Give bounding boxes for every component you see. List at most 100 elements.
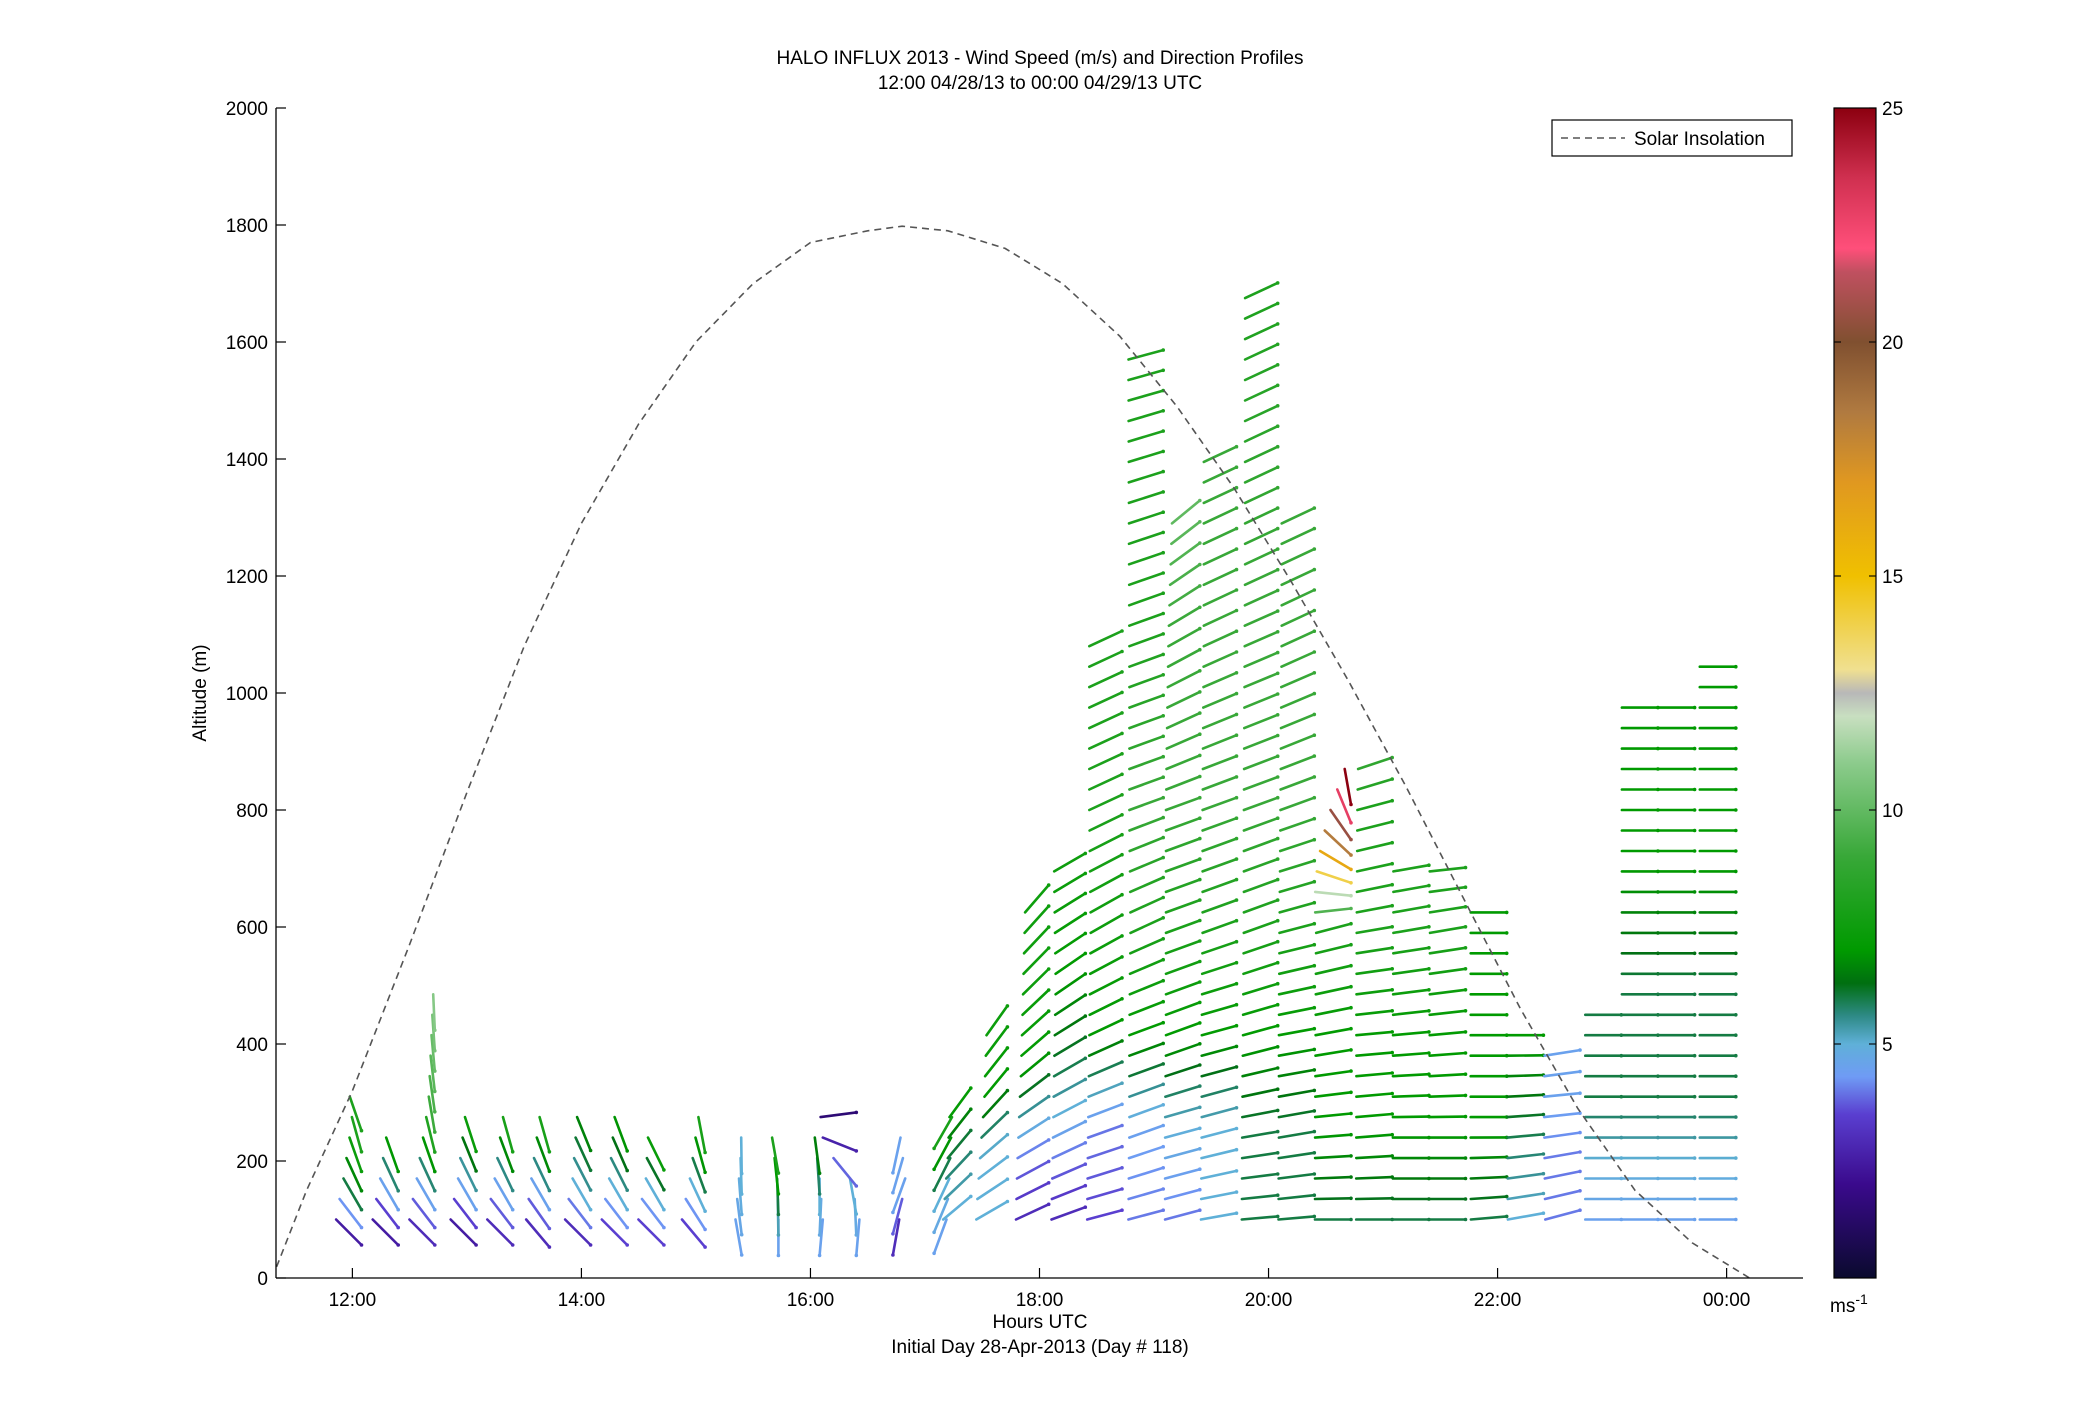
- wind-arrow-head: [1161, 835, 1165, 840]
- wind-arrow: [381, 1156, 400, 1193]
- wind-arrow-head: [1349, 821, 1353, 825]
- wind-arrow: [348, 1095, 363, 1132]
- wind-arrow: [1242, 857, 1279, 873]
- wind-arrow-head: [1312, 733, 1317, 737]
- wind-arrow: [574, 1136, 592, 1172]
- wind-arrow: [1128, 958, 1165, 976]
- wind-arrow-head: [1427, 967, 1431, 971]
- wind-arrow-head: [1541, 1112, 1546, 1117]
- wind-arrow: [1242, 919, 1279, 935]
- wind-arrow: [941, 1195, 973, 1221]
- wind-arrow-head: [1692, 992, 1697, 997]
- wind-arrow-head: [1161, 978, 1165, 983]
- wind-arrow-head: [1161, 714, 1165, 718]
- wind-arrow: [1163, 1188, 1202, 1201]
- wind-arrow-head: [1161, 1020, 1165, 1025]
- wind-arrow-head: [1198, 732, 1202, 736]
- wind-arrow-head: [1234, 1190, 1239, 1194]
- wind-arrow: [1280, 568, 1316, 587]
- wind-arrow: [498, 1136, 515, 1173]
- wind-arrow: [1164, 816, 1202, 832]
- wind-arrow-layer: [334, 281, 1738, 1258]
- wind-arrow: [1088, 711, 1124, 730]
- wind-arrow: [1543, 1170, 1582, 1180]
- wind-arrow-head: [1120, 1102, 1124, 1107]
- wind-arrow: [818, 1197, 823, 1237]
- wind-arrow: [645, 1156, 666, 1192]
- wind-arrow: [848, 1177, 858, 1216]
- wind-arrow: [609, 1156, 629, 1192]
- wind-arrow-head: [1349, 1026, 1353, 1031]
- wind-arrow: [735, 1197, 744, 1236]
- wind-arrow: [1127, 1187, 1165, 1201]
- wind-arrow-head: [1734, 1094, 1738, 1099]
- wind-arrow: [684, 1197, 707, 1231]
- wind-arrow: [1354, 1197, 1394, 1201]
- wind-arrow-head: [474, 1225, 478, 1230]
- wind-arrow-head: [1312, 984, 1317, 989]
- wind-arrow-head: [1312, 879, 1317, 884]
- wind-arrow: [1314, 1027, 1353, 1037]
- wind-arrow-head: [1312, 1068, 1317, 1072]
- wind-arrow-head: [1234, 485, 1239, 490]
- wind-arrow: [1128, 816, 1165, 832]
- wind-arrow-head: [1692, 746, 1697, 751]
- wind-arrow: [1199, 1211, 1238, 1221]
- wind-arrow: [1021, 967, 1050, 996]
- wind-arrow-head: [1312, 1214, 1317, 1219]
- wind-arrow-head: [625, 1243, 629, 1247]
- wind-arrow-head: [1349, 1090, 1353, 1095]
- wind-arrow: [1163, 1127, 1202, 1139]
- wind-arrow: [1088, 955, 1124, 976]
- wind-arrow: [1127, 591, 1165, 607]
- wind-arrow-head: [1275, 918, 1280, 923]
- wind-arrow-head: [1120, 752, 1124, 756]
- wind-arrow: [1127, 409, 1165, 423]
- wind-arrow-head: [1046, 1181, 1051, 1185]
- wind-arrow: [640, 1197, 666, 1229]
- wind-arrow-head: [1234, 1065, 1239, 1069]
- wind-arrow-head: [1463, 1176, 1468, 1181]
- wind-arrow: [1201, 857, 1238, 873]
- wind-arrow: [1243, 302, 1279, 320]
- wind-arrow: [418, 1156, 437, 1193]
- wind-arrow: [1428, 925, 1467, 935]
- wind-arrow: [489, 1197, 515, 1229]
- wind-arrow-head: [510, 1243, 515, 1247]
- wind-arrow: [1355, 1009, 1394, 1017]
- wind-arrow: [524, 1218, 551, 1249]
- wind-arrow-head: [1692, 849, 1697, 853]
- wind-arrow-head: [1120, 690, 1124, 695]
- wind-arrow-head: [1692, 1013, 1697, 1017]
- wind-arrow: [1280, 527, 1316, 546]
- wind-arrow-head: [1120, 711, 1124, 715]
- wind-arrow: [1164, 1084, 1202, 1098]
- wind-arrow-head: [1161, 652, 1165, 657]
- wind-arrow: [1165, 711, 1202, 730]
- wind-arrow-head: [1349, 1154, 1353, 1158]
- wind-arrow: [1391, 988, 1431, 996]
- wind-arrow-head: [969, 1107, 973, 1111]
- wind-arrow-head: [1005, 1067, 1010, 1071]
- wind-arrow: [932, 1197, 950, 1234]
- wind-arrow: [1391, 1094, 1431, 1098]
- wind-arrow: [1242, 982, 1279, 996]
- wind-arrow: [1201, 878, 1238, 894]
- wind-arrow: [408, 1218, 437, 1247]
- wind-arrow: [1277, 1215, 1316, 1221]
- wind-arrow: [371, 1218, 400, 1247]
- wind-arrow: [1355, 967, 1394, 976]
- wind-arrow: [1088, 752, 1124, 771]
- colorbar-ticks: 5 10 15 20 25: [1834, 99, 1903, 1056]
- wind-arrow: [1356, 756, 1394, 771]
- wind-arrow-head: [359, 1150, 364, 1154]
- wind-arrow-head: [1120, 1060, 1124, 1064]
- wind-arrow: [1023, 904, 1050, 935]
- wind-arrow: [456, 1177, 478, 1211]
- wind-arrow-head: [1692, 1156, 1697, 1160]
- wind-arrow-head: [1234, 444, 1239, 449]
- wind-arrow: [932, 1136, 953, 1171]
- wind-arrow: [983, 1067, 1009, 1098]
- wind-arrow: [1277, 1172, 1316, 1180]
- wind-arrow-head: [1427, 1051, 1431, 1055]
